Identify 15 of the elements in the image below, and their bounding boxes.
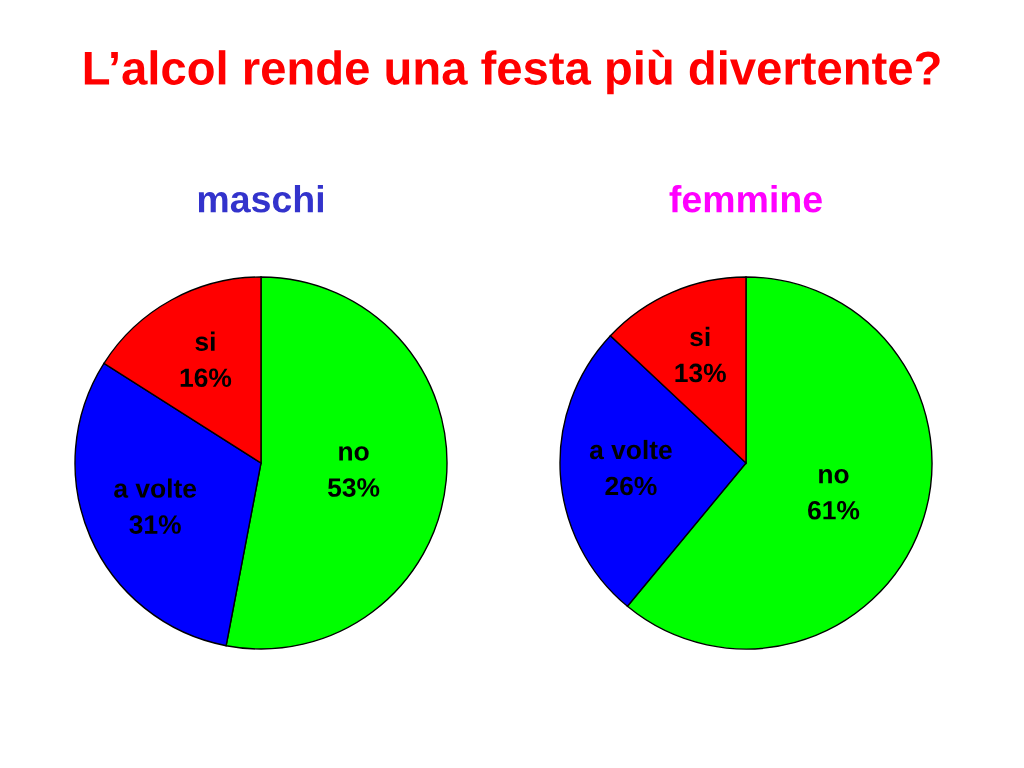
text: L’alcol rende una festa più divertente? — [84, 49, 940, 95]
data-label: 13% — [675, 363, 726, 383]
data-label: 61% — [808, 500, 860, 520]
slice-label: no — [339, 446, 369, 461]
data-label: 16% — [180, 368, 232, 388]
data-label: 26% — [605, 476, 657, 496]
slice-label: a volte — [114, 478, 197, 498]
slice-label: si — [690, 326, 710, 347]
data-label: 31% — [129, 515, 181, 534]
chart-title: maschi — [198, 184, 323, 213]
slice-label: si — [195, 331, 215, 351]
slice-label: no — [819, 469, 849, 484]
data-label: 53% — [327, 478, 380, 497]
slice-label: a volte — [589, 439, 672, 460]
chart-title: femmine — [669, 184, 822, 213]
